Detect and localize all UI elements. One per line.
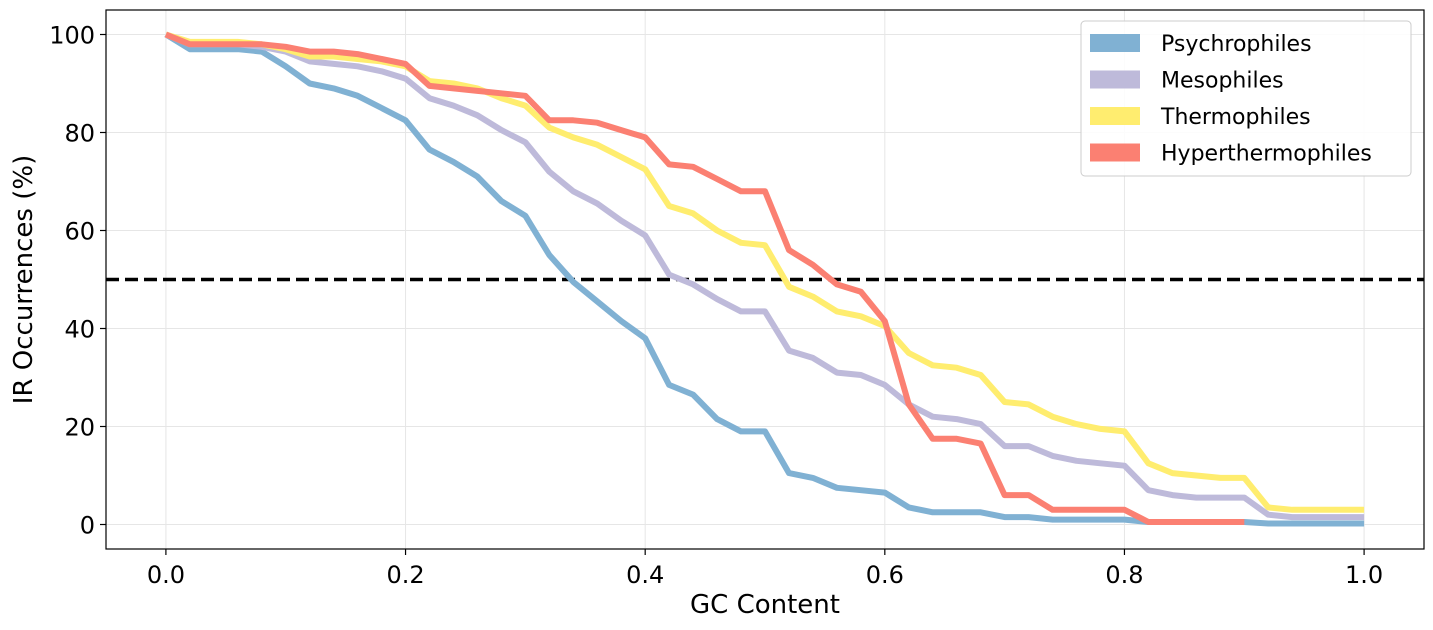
legend-box bbox=[1080, 20, 1412, 177]
series-line-mesophiles bbox=[164, 31, 1365, 521]
y-tick-label: 100 bbox=[49, 22, 95, 50]
series-line-thermophiles bbox=[165, 31, 1365, 513]
plot-frame bbox=[105, 9, 1425, 550]
y-tick-label: 40 bbox=[64, 316, 95, 344]
y-tick-label: 20 bbox=[64, 414, 95, 442]
y-tick-label: 80 bbox=[64, 120, 95, 148]
y-tick-label: 60 bbox=[64, 218, 95, 246]
legend-label: Mesophiles bbox=[1161, 69, 1284, 94]
legend-swatch bbox=[1090, 70, 1140, 89]
x-tick-label: 0.4 bbox=[626, 561, 664, 589]
x-tick-label: 0.8 bbox=[1105, 561, 1143, 589]
x-axis-label: GC Content bbox=[690, 590, 840, 620]
legend-label: Hyperthermophiles bbox=[1161, 142, 1372, 167]
x-tick-label: 0.0 bbox=[147, 561, 185, 589]
x-tick-label: 0.6 bbox=[866, 561, 904, 589]
series-layer bbox=[164, 31, 1365, 527]
legend-swatch bbox=[1090, 143, 1140, 162]
legend-label: Psychrophiles bbox=[1161, 32, 1312, 57]
legend: Psychrophiles Mesophiles Thermophiles Hyper… bbox=[1080, 20, 1412, 177]
series-line-hyperthermophiles bbox=[164, 31, 1245, 525]
legend-swatch bbox=[1090, 107, 1140, 125]
y-tick-label: 0 bbox=[80, 512, 95, 540]
axis-ticks: 0.0 0.2 0.4 0.6 0.8 1.0 0 20 40 60 80 100 bbox=[49, 22, 1383, 590]
legend-swatch bbox=[1090, 34, 1140, 52]
legend-label: Thermophiles bbox=[1160, 105, 1311, 130]
y-axis-label: IR Occurrences (%) bbox=[9, 155, 39, 404]
x-tick-label: 0.2 bbox=[386, 561, 424, 589]
x-tick-label: 1.0 bbox=[1345, 561, 1383, 589]
